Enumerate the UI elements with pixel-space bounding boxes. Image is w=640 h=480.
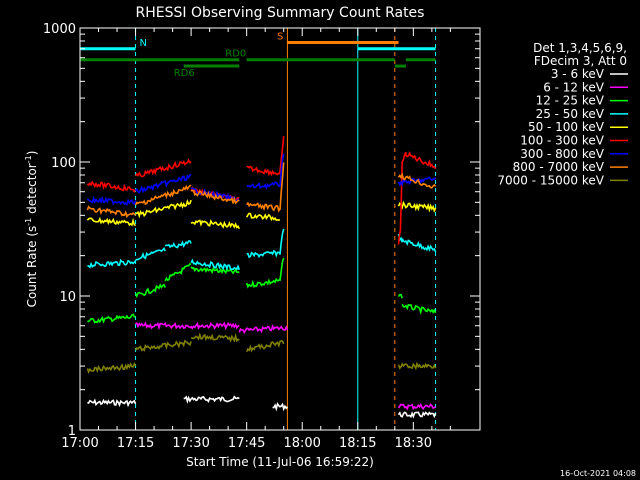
legend-header-line: FDecim 3, Att 0	[534, 54, 627, 68]
series-line	[397, 200, 437, 213]
footer-date: 16-Oct-2021 04:08	[560, 469, 636, 478]
y-axis-label: Count Rate (s-1 detector-1)	[24, 151, 39, 308]
flag-label: N	[140, 38, 147, 49]
flag-label: S	[277, 31, 283, 42]
y-tick-label: 1	[68, 424, 76, 439]
series-line	[87, 258, 137, 269]
x-tick-label: 17:45	[228, 436, 265, 451]
series-line	[183, 395, 240, 404]
series-line	[397, 402, 437, 411]
series-line	[245, 340, 285, 353]
y-tick-label: 100	[51, 156, 76, 171]
series-line	[397, 293, 403, 299]
series-line	[87, 398, 137, 408]
series-line	[272, 402, 289, 412]
legend-header-line: Det 1,3,4,5,6,9,	[533, 41, 627, 55]
series-line	[238, 324, 289, 334]
series-line	[397, 361, 437, 371]
y-axis-ticks: 1 10 100 1000	[43, 22, 480, 439]
flag-lines: N S RD0 RD6	[80, 31, 436, 79]
series-line	[246, 136, 285, 177]
series-line	[190, 332, 240, 343]
series-line	[135, 321, 192, 331]
x-tick-label: 17:15	[117, 436, 154, 451]
series-line	[134, 283, 166, 299]
series-line	[86, 205, 137, 219]
series-line	[397, 411, 437, 419]
legend-label: 6 - 12 keV	[543, 80, 605, 94]
ylabel-part: Count Rate (s	[25, 226, 39, 308]
x-tick-label: 18:30	[395, 436, 432, 451]
x-tick-label: 18:00	[283, 436, 320, 451]
series-line	[86, 195, 137, 206]
legend-label: 12 - 25 keV	[536, 94, 605, 108]
ylabel-sup: -1	[24, 155, 33, 163]
legend-label: 50 - 100 keV	[528, 120, 605, 134]
legend-label: 3 - 6 keV	[551, 67, 605, 81]
series-line	[134, 184, 192, 206]
series-line	[87, 313, 136, 324]
series-line	[190, 189, 240, 205]
series-line	[397, 176, 437, 187]
series-line	[246, 228, 285, 259]
series-line	[246, 212, 281, 222]
series-line	[134, 339, 192, 352]
flag-label: RD0	[225, 49, 246, 60]
series-layer	[86, 136, 437, 419]
series-line	[164, 240, 192, 249]
legend-label: 300 - 800 keV	[520, 147, 604, 161]
series-line	[134, 158, 192, 178]
x-tick-label: 17:30	[172, 436, 209, 451]
legend-label: 25 - 50 keV	[536, 107, 605, 121]
series-line	[190, 321, 240, 331]
y-tick-label: 1000	[43, 22, 76, 37]
series-line	[245, 257, 285, 289]
series-line	[86, 180, 137, 194]
ylabel-part: )	[25, 151, 39, 156]
series-line	[190, 219, 241, 230]
x-tick-label: 17:00	[61, 436, 98, 451]
x-tick-label: 18:15	[339, 436, 376, 451]
ylabel-part: detector	[25, 163, 39, 218]
series-line	[397, 172, 437, 189]
series-line	[86, 216, 137, 227]
y-tick-label: 10	[59, 290, 76, 305]
x-axis-label: Start Time (11-Jul-06 16:59:22)	[186, 455, 374, 469]
series-line	[135, 198, 192, 219]
series-line	[246, 153, 285, 190]
series-line	[134, 173, 192, 194]
legend-label: 800 - 7000 keV	[513, 160, 605, 174]
flag-label: RD6	[174, 68, 195, 79]
legend-label: 100 - 300 keV	[520, 134, 604, 148]
series-line	[246, 162, 285, 213]
x-axis-ticks: 17:00 17:15 17:30 17:45 18:00 18:15 18:30	[61, 28, 451, 451]
series-line	[190, 266, 240, 275]
series-line	[397, 151, 437, 245]
chart-title: RHESSI Observing Summary Count Rates	[136, 5, 425, 21]
ylabel-sup: -1	[24, 218, 33, 226]
legend: Det 1,3,4,5,6,9, FDecim 3, Att 0 3 - 6 k…	[497, 41, 628, 187]
series-line	[164, 262, 192, 282]
series-line	[190, 258, 241, 271]
legend-label: 7000 - 15000 keV	[497, 173, 604, 187]
series-line	[135, 247, 166, 261]
series-line	[401, 303, 437, 315]
series-line	[401, 238, 437, 253]
plot-frame	[79, 27, 481, 431]
series-line	[86, 362, 137, 374]
